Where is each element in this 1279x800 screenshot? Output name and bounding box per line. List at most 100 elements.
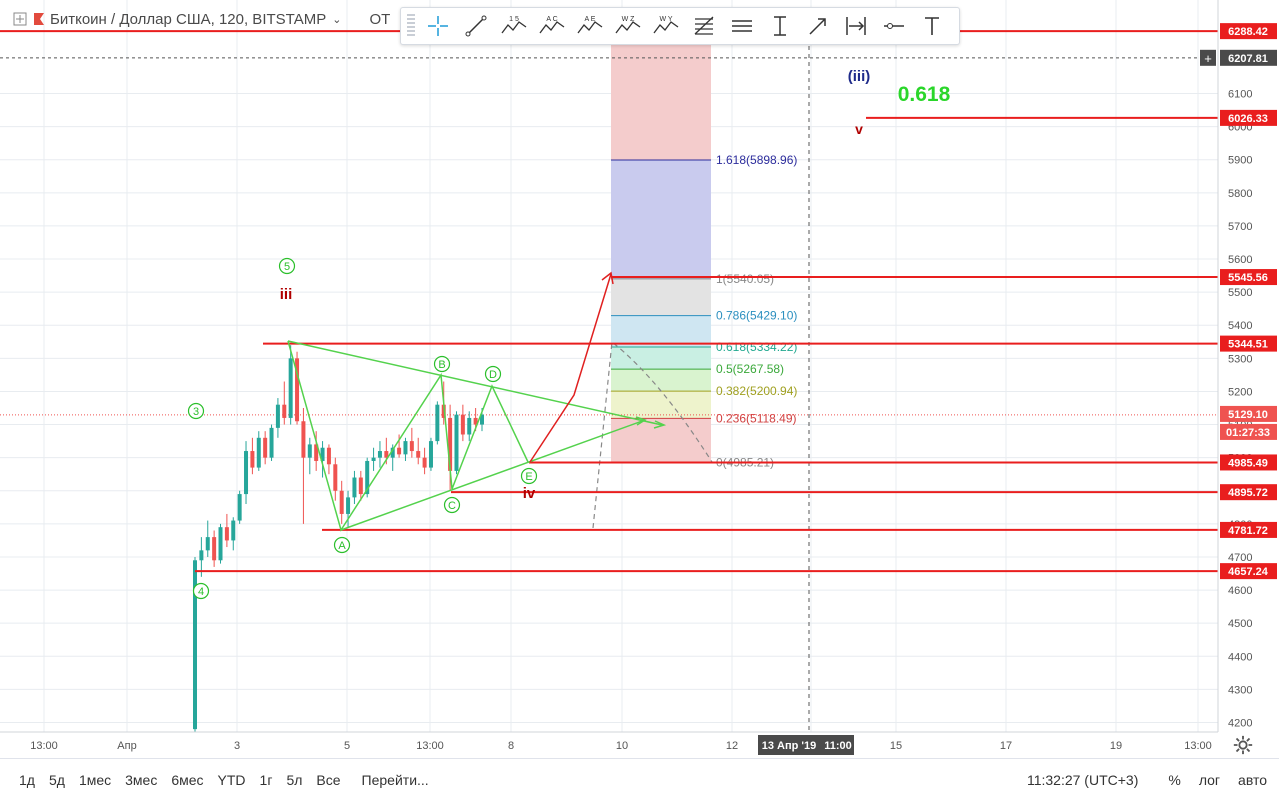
timeframe-0[interactable]: 1д xyxy=(19,771,35,788)
drawing-toolbar[interactable]: 1 5 A C A E W Z W Y xyxy=(400,7,960,45)
price-label: 4657.24 xyxy=(1228,566,1269,578)
candle-body xyxy=(250,451,255,468)
price-label: 4781.72 xyxy=(1228,525,1268,537)
elliott-triangle-path xyxy=(287,340,529,532)
arrowhead-red xyxy=(601,271,614,285)
candle-body xyxy=(320,447,325,461)
candle-body xyxy=(269,427,274,458)
wave-label-circle xyxy=(187,402,205,420)
price-label-bg xyxy=(1220,405,1277,422)
wave-label-e: E xyxy=(525,471,532,483)
candle-body xyxy=(295,358,300,422)
add-level-button[interactable] xyxy=(1200,49,1216,66)
wave-label-c: C xyxy=(448,500,456,512)
price-label-bg xyxy=(1220,521,1277,538)
chevron-down-icon[interactable]: ⌄ xyxy=(332,13,342,26)
fib-zone-1618 xyxy=(611,160,711,279)
goto-date-button[interactable]: Перейти... xyxy=(361,771,429,788)
text-icon[interactable] xyxy=(913,10,951,42)
candle-body xyxy=(256,437,261,468)
elliott-triangle-icon[interactable]: A E xyxy=(571,10,609,42)
price-tick-label: 5900 xyxy=(1228,155,1252,167)
candle-body xyxy=(301,421,306,458)
candle-body xyxy=(352,477,357,498)
price-label-bg xyxy=(1220,423,1277,440)
price-label: 01:27:33 xyxy=(1226,427,1270,439)
candle-body xyxy=(371,457,376,461)
symbol-header[interactable]: Биткоин / Доллар США, 120, BITSTAMP ⌄ ОТ xyxy=(0,0,390,38)
candle-body xyxy=(205,537,210,551)
wave-degree-label: (iii) xyxy=(848,68,871,85)
log-scale-toggle[interactable]: лог xyxy=(1198,771,1221,788)
price-tick-label: 4300 xyxy=(1228,684,1252,696)
candle-body xyxy=(384,451,389,458)
price-label: 5129.10 xyxy=(1228,409,1268,421)
timeframe-4[interactable]: 6мес xyxy=(171,771,204,788)
wave-label-5: 5 xyxy=(284,261,290,273)
percent-scale-toggle[interactable]: % xyxy=(1168,771,1181,788)
time-axis-bg xyxy=(0,732,1279,758)
horizontal-ray-icon[interactable] xyxy=(875,10,913,42)
arrowhead-upper xyxy=(653,420,667,429)
triangle-upper-trendline xyxy=(287,340,663,426)
timeframe-1[interactable]: 5д xyxy=(48,771,65,788)
gear-icon[interactable] xyxy=(1232,734,1254,756)
price-label: 6207.81 xyxy=(1228,53,1268,65)
elliott-triple-combo-icon[interactable]: W Y xyxy=(647,10,685,42)
wave-label-circle xyxy=(278,257,296,275)
time-tick-label: 13:00 xyxy=(416,740,444,752)
price-label-bg xyxy=(1220,563,1277,580)
wave-label-d: D xyxy=(489,369,497,381)
price-range-icon[interactable] xyxy=(761,10,799,42)
svg-text:W Y: W Y xyxy=(659,16,672,23)
fib-level-label: 0.5(5267.58) xyxy=(716,362,784,376)
parallel-lines-icon[interactable] xyxy=(723,10,761,42)
crosshair-icon[interactable] xyxy=(419,10,457,42)
time-tick-label: 8 xyxy=(508,740,514,752)
toolbar-grip[interactable] xyxy=(407,14,415,38)
price-label-bg xyxy=(1220,454,1277,471)
candle-body xyxy=(448,417,453,471)
candle-body xyxy=(390,447,395,458)
price-label-bg xyxy=(1220,23,1277,40)
price-tick-label: 5500 xyxy=(1228,287,1252,299)
timeframe-7[interactable]: 5л xyxy=(286,771,303,788)
fib-retracement-icon[interactable] xyxy=(685,10,723,42)
candle-body xyxy=(244,451,249,495)
triangle-lower-trendline xyxy=(340,419,646,531)
auto-scale-toggle[interactable]: авто xyxy=(1238,771,1267,788)
elliott-double-combo-icon[interactable]: W Z xyxy=(609,10,647,42)
timeframe-5[interactable]: YTD xyxy=(217,771,246,788)
elliott-impulse-icon[interactable]: 1 5 xyxy=(495,10,533,42)
arrowhead-lower xyxy=(635,416,647,426)
candle-body xyxy=(237,494,242,521)
time-tick-label: 17 xyxy=(1000,740,1012,752)
price-label: 4895.72 xyxy=(1228,487,1268,499)
fib-level-label: 1.618(5898.96) xyxy=(716,153,797,167)
arrow-icon[interactable] xyxy=(799,10,837,42)
candle-body xyxy=(480,414,484,425)
timeframe-6[interactable]: 1г xyxy=(259,771,273,788)
elliott-correction-icon[interactable]: A C xyxy=(533,10,571,42)
time-tick-label: Апр xyxy=(117,740,136,752)
broker-flag-icon xyxy=(34,13,44,25)
timeframe-3[interactable]: 3мес xyxy=(125,771,158,788)
timeframe-2[interactable]: 1мес xyxy=(78,771,112,788)
candle-body xyxy=(422,457,427,468)
price-label-bg xyxy=(1220,484,1277,501)
timeframe-8[interactable]: Все xyxy=(316,771,341,788)
symbol-title[interactable]: Биткоин / Доллар США, 120, BITSTAMP xyxy=(50,10,327,28)
wave-label-a: A xyxy=(338,540,346,552)
expand-icon[interactable] xyxy=(12,11,28,27)
trend-line-icon[interactable] xyxy=(457,10,495,42)
date-range-icon[interactable] xyxy=(837,10,875,42)
header-extra: ОТ xyxy=(369,10,391,28)
fib-zone-1 xyxy=(611,278,711,316)
candle-body xyxy=(409,441,414,452)
price-tick-label: 5700 xyxy=(1228,221,1252,233)
candle-body xyxy=(282,404,287,418)
candle-body xyxy=(307,444,312,458)
candle-body xyxy=(275,404,280,428)
svg-text:1 5: 1 5 xyxy=(509,16,519,23)
